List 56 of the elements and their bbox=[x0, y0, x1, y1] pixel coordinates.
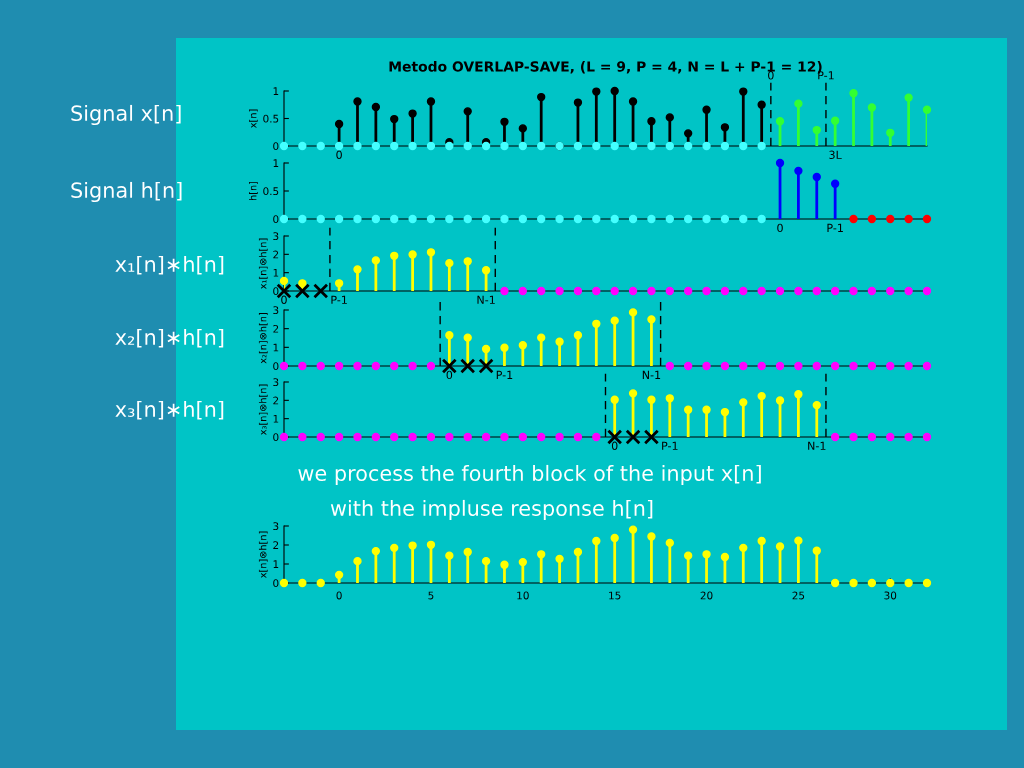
text: 0 bbox=[446, 370, 453, 380]
y-tick-label: 1 bbox=[273, 269, 279, 277]
y-axis-title: x₂[n]⊗h[n] bbox=[258, 313, 268, 364]
text: with the impluse response h[n] bbox=[330, 499, 653, 521]
y-tick-label: 2 bbox=[273, 250, 279, 259]
y-axis-title: x[n] bbox=[249, 109, 258, 128]
text: 3L bbox=[829, 150, 842, 159]
y-tick-label: 2 bbox=[273, 541, 279, 549]
x-tick-label: 10 bbox=[517, 591, 529, 600]
x-tick-label: 5 bbox=[428, 591, 434, 600]
x-tick-label: 0 bbox=[336, 591, 342, 600]
y-axis-title: h[n] bbox=[249, 181, 258, 201]
text: 0 bbox=[768, 71, 774, 80]
text: 0 bbox=[281, 295, 287, 304]
text: N-1 bbox=[808, 441, 826, 450]
text: N-1 bbox=[477, 295, 495, 304]
text: x₂[n]∗h[n] bbox=[115, 328, 224, 348]
y-tick-label: 0 bbox=[273, 362, 279, 371]
text: N-1 bbox=[642, 370, 661, 379]
x-tick-label: 25 bbox=[792, 591, 805, 600]
y-tick-label: 3 bbox=[273, 522, 279, 531]
x-tick-label: 30 bbox=[884, 591, 897, 600]
text: x₁[n]∗h[n] bbox=[115, 255, 224, 275]
text: P-1 bbox=[331, 295, 347, 304]
text: 0 bbox=[336, 150, 342, 159]
y-tick-label: 1 bbox=[273, 560, 279, 568]
y-axis-title: x₁[n]⊗h[n] bbox=[258, 238, 268, 289]
y-tick-label: 3 bbox=[273, 232, 279, 241]
y-tick-label: 0 bbox=[273, 433, 279, 442]
y-tick-label: 0 bbox=[273, 142, 279, 151]
text: Signal h[n] bbox=[71, 181, 182, 203]
x-tick-label: 15 bbox=[609, 591, 621, 600]
y-tick-label: 3 bbox=[273, 306, 279, 315]
y-tick-label: 2 bbox=[273, 396, 279, 405]
y-axis-title: x₃[n]⊗h[n] bbox=[258, 384, 268, 435]
text: 0 bbox=[611, 441, 618, 450]
y-tick-label: 3 bbox=[273, 378, 279, 387]
text: P-1 bbox=[827, 223, 843, 232]
y-tick-label: 1 bbox=[273, 343, 279, 352]
y-tick-label: 0 bbox=[273, 287, 279, 296]
x-tick-label: 20 bbox=[700, 591, 713, 600]
y-tick-label: 2 bbox=[273, 324, 279, 333]
y-tick-label: 1 bbox=[273, 159, 279, 167]
text: P-1 bbox=[496, 370, 513, 379]
y-tick-label: 0 bbox=[273, 579, 279, 588]
y-tick-label: 0.5 bbox=[263, 114, 279, 123]
y-axis-title: x[n]⊗h[n] bbox=[258, 531, 268, 578]
text: Signal x[n] bbox=[71, 104, 181, 126]
text: x₃[n]∗h[n] bbox=[115, 400, 224, 420]
y-tick-label: 1 bbox=[273, 87, 279, 95]
text: we process the fourth block of the input x[n] bbox=[298, 464, 761, 486]
y-tick-label: 0.5 bbox=[263, 187, 279, 196]
text: P-1 bbox=[662, 441, 678, 450]
y-tick-label: 0 bbox=[273, 215, 279, 224]
y-tick-label: 1 bbox=[273, 415, 279, 423]
text: 0 bbox=[777, 223, 783, 233]
